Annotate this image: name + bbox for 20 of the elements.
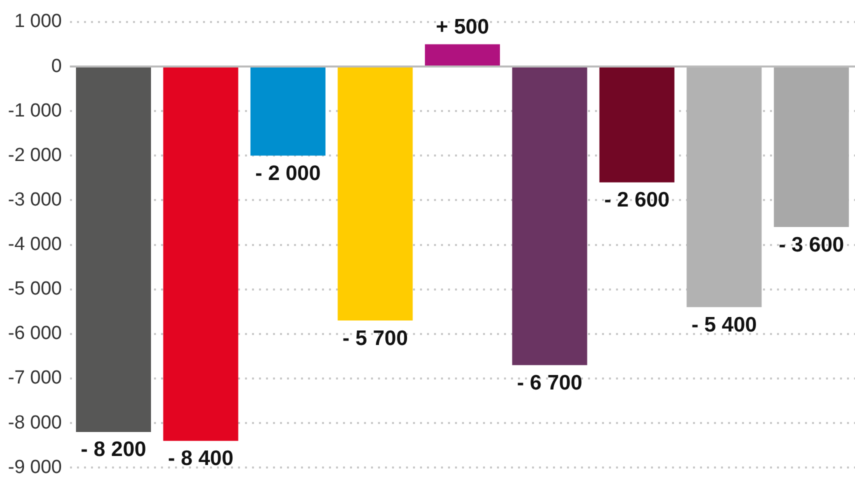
y-tick-label: -7 000 xyxy=(8,368,62,389)
data-label: + 500 xyxy=(436,16,490,39)
data-label: - 5 400 xyxy=(691,313,757,336)
y-tick-label: -8 000 xyxy=(8,412,62,434)
y-tick-label: -2 000 xyxy=(8,144,62,166)
data-label: - 3 600 xyxy=(778,233,844,256)
y-tick-label: -6 000 xyxy=(8,323,62,344)
y-tick-label: -4 000 xyxy=(8,234,62,256)
y-tick-label: 0 xyxy=(51,56,62,77)
data-label: - 8 400 xyxy=(168,447,234,470)
y-tick-label: -3 000 xyxy=(8,189,62,210)
data-label: - 8 200 xyxy=(80,438,146,462)
y-tick-label: 1 000 xyxy=(14,11,62,32)
data-label: - 5 700 xyxy=(342,326,408,350)
data-label: - 2 600 xyxy=(604,188,670,212)
y-tick-label: -5 000 xyxy=(8,278,62,300)
data-label: - 6 700 xyxy=(516,371,582,394)
y-tick-label: -1 000 xyxy=(8,100,62,122)
data-label: - 2 000 xyxy=(255,162,321,185)
y-tick-label: -9 000 xyxy=(8,456,62,478)
